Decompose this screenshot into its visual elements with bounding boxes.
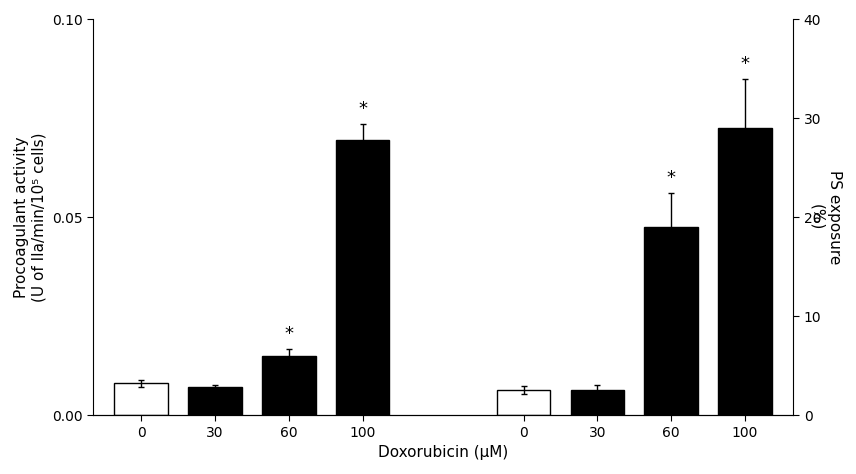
Y-axis label: PS exposure
(%): PS exposure (%) <box>810 170 842 264</box>
Bar <box>496 391 550 415</box>
Bar <box>188 387 242 415</box>
Text: *: * <box>358 100 367 118</box>
X-axis label: Doxorubicin (μM): Doxorubicin (μM) <box>378 445 508 460</box>
Bar <box>571 391 624 415</box>
Bar <box>336 140 389 415</box>
Text: *: * <box>667 169 675 187</box>
Text: *: * <box>740 55 750 73</box>
Y-axis label: Procoagulant activity
(U of IIa/min/10⁵ cells): Procoagulant activity (U of IIa/min/10⁵ … <box>14 133 46 302</box>
Text: *: * <box>284 325 294 343</box>
Bar <box>718 128 772 415</box>
Bar <box>645 227 698 415</box>
Bar <box>115 383 168 415</box>
Bar <box>262 356 316 415</box>
